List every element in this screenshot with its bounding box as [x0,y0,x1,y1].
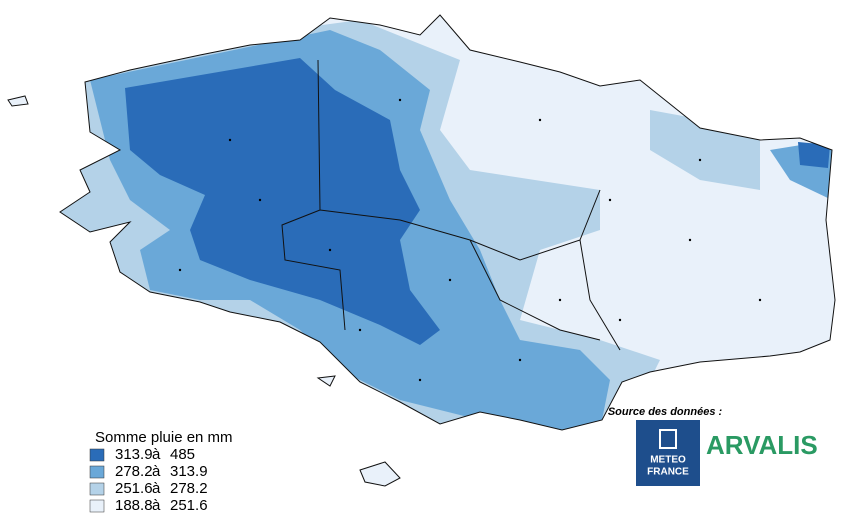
legend-swatch [89,465,105,479]
legend-sep: à [152,480,161,497]
source: Source des données : METEO FRANCE ARVALI… [608,406,818,486]
legend-swatch [89,448,105,462]
zone-dark [125,58,440,345]
legend-sep: à [152,463,161,480]
station-dot [258,198,262,202]
station-dot [398,98,402,102]
legend-title: Somme pluie en mm [95,429,233,446]
station-dot [228,138,232,142]
legend-swatch [89,499,105,513]
legend-from: 313.9 [115,446,153,463]
legend-sep: à [152,497,161,514]
legend-sep: à [152,446,161,463]
zone-dark [798,142,830,168]
station-dot [328,248,332,252]
legend-from: 278.2 [115,463,153,480]
station-dot [618,318,622,322]
islands [7,95,401,487]
legend-from: 251.6 [115,480,153,497]
station-dot [178,268,182,272]
station-dot [358,328,362,332]
station-dot [448,278,452,282]
arvalis-logo: ARVALIS [706,430,818,460]
station-dot [608,198,612,202]
department-borders [281,59,621,351]
legend-to: 278.2 [170,480,208,497]
meteo-text: FRANCE [647,467,689,478]
source-label: Source des données : [608,406,723,418]
station-dot [758,298,762,302]
station-dot [698,158,702,162]
legend-to: 251.6 [170,497,208,514]
meteo-icon [659,429,677,449]
station-dot [558,298,562,302]
station-dot [518,358,522,362]
legend-to: 485 [170,446,195,463]
legend-swatch [89,482,105,496]
legend-from: 188.8 [115,497,153,514]
station-dot [418,378,422,382]
meteo-text: METEO [650,455,686,466]
legend-to: 313.9 [170,463,208,480]
station-dot [538,118,542,122]
station-dot [688,238,692,242]
